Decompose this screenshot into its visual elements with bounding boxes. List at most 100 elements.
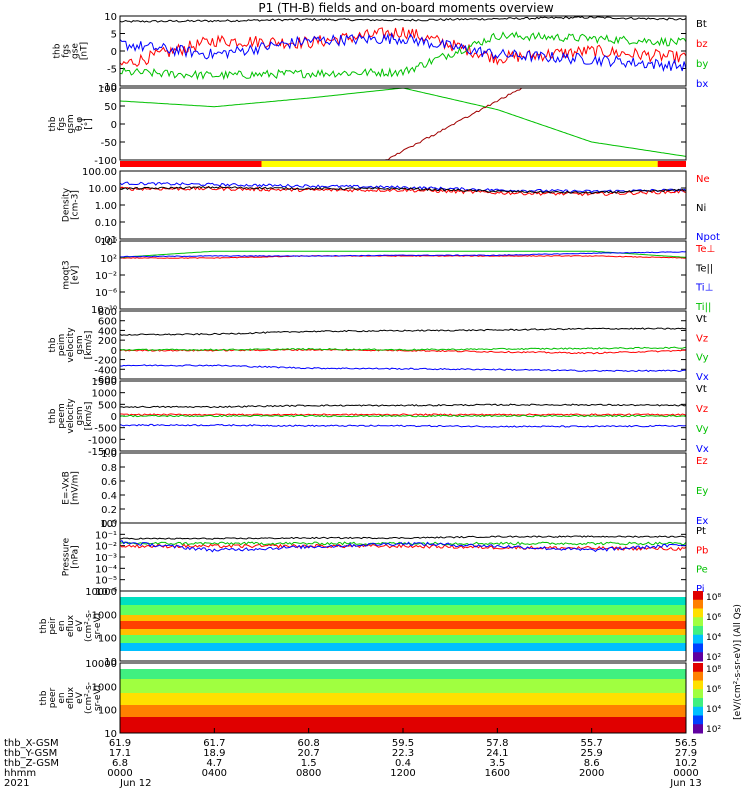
axis-row-value: 20.7 xyxy=(298,748,320,759)
status-bar-yellow xyxy=(261,161,658,167)
ytick-label: 100.00 xyxy=(82,167,117,178)
spectrogram-band xyxy=(120,635,686,643)
ytick-label: 10⁻⁶ xyxy=(95,587,117,598)
ytick-label: -5 xyxy=(107,65,117,76)
ylabel-line: gsm xyxy=(66,114,76,133)
axis-row-value: 1.5 xyxy=(301,758,317,769)
colorbar-tick-label: 10⁸ xyxy=(706,665,721,675)
legend-Pe: Pe xyxy=(696,565,708,576)
ylabel-pressure: Pressure [nPa] xyxy=(62,537,81,576)
ytick-label: -200 xyxy=(94,356,117,367)
colorbar-label: [eV/(cm²-s-sr-eV)] (All Qs) xyxy=(733,604,743,720)
ytick-label: 10⁻³ xyxy=(95,553,117,564)
ytick-label: 1.00 xyxy=(95,201,117,212)
ytick-label: 10² xyxy=(100,254,117,265)
axis-row-label: thb_Z-GSM xyxy=(4,758,59,769)
ytick-label: -100 xyxy=(94,156,117,167)
axis-row-value: 0000 xyxy=(107,768,132,779)
panel-temperature: moqt3 [eV] 10⁶ 10² 10⁻² 10⁻⁶ 10⁻¹⁰ Te⊥ Te|| Ti⊥ Ti… xyxy=(62,237,716,316)
series-peim-Vy xyxy=(119,346,687,351)
ytick-label: 0.01 xyxy=(95,235,117,246)
ytick-label: 10000 xyxy=(85,659,117,670)
series-peem-Vy xyxy=(119,414,687,418)
ytick-label: 10 xyxy=(104,729,117,740)
axis-row-value: 4.7 xyxy=(206,758,222,769)
panel-density: Density [cm-3]100.0010.001.000.100.01NeNi… xyxy=(62,167,720,246)
legend-Npot: Npot xyxy=(696,232,720,243)
ylabel-line: [°] xyxy=(84,118,94,130)
ytick-label: -500 xyxy=(94,424,117,435)
ylabel-fgs_gsm_theta: thb fgs gsm θ,φ [°] xyxy=(48,114,94,133)
ylabel-line: thb xyxy=(39,690,49,705)
legend-Vz: Vz xyxy=(696,333,708,344)
panel-peim_velocity: thb peim velocity gsm [km/s] 8006004002000-20… xyxy=(48,307,709,386)
panel-efield: E=-VxB [mV/m] 1.0 0.8 0.6 0.4 0.2 0.0 Ez Ey Ex xyxy=(62,449,709,530)
legend-Vx: Vx xyxy=(696,372,709,383)
ylabel-density: Density [cm-3] xyxy=(62,187,81,222)
axis-row-value: 59.5 xyxy=(392,738,414,749)
ylabel-line: (cm²-s- xyxy=(84,610,94,642)
panel-frame xyxy=(119,240,687,310)
ytick-label: -50 xyxy=(101,138,117,149)
axis-row-value: 1200 xyxy=(390,768,415,779)
ytick-label: 10.00 xyxy=(88,184,117,195)
legend-Pt: Pt xyxy=(696,526,706,537)
axis-row-value: 55.7 xyxy=(581,738,603,749)
legend-Pi: Pi xyxy=(696,584,705,595)
ylabel-line: thb xyxy=(48,408,58,423)
colorbar-segment xyxy=(693,634,703,644)
legend-Ti: Ti⊥ xyxy=(695,283,713,294)
legend-Ne: Ne xyxy=(696,174,710,185)
ylabel-line: sr-eV) xyxy=(93,685,103,711)
ylabel-line: E=-VxB xyxy=(62,471,72,505)
ytick-label: 0.4 xyxy=(101,491,117,502)
spectrogram-band xyxy=(120,679,686,693)
ytick-label: 1000 xyxy=(92,682,117,693)
series-phi xyxy=(385,87,523,161)
ylabel-peim_velocity: thb peim velocity gsm [km/s] xyxy=(48,327,94,363)
colorbar-segment xyxy=(693,706,703,716)
axis-row-value: 27.9 xyxy=(675,748,697,759)
ytick-label: 10 xyxy=(104,657,117,668)
ytick-label: -600 xyxy=(94,375,117,386)
colorbar-segment xyxy=(693,671,703,681)
ytick-label: 1000 xyxy=(92,389,117,400)
ylabel-line: en xyxy=(57,620,67,631)
ylabel-line: thb xyxy=(53,43,63,58)
axis-row-value: 56.5 xyxy=(675,738,697,749)
ytick-label: 0.10 xyxy=(95,218,117,229)
panel-fgs_gsm_theta: thb fgs gsm θ,φ [°] 100 50 0 -50 -100 xyxy=(48,84,686,167)
axis-row-value: 61.9 xyxy=(109,738,131,749)
ylabel-line: peer xyxy=(48,687,58,708)
panel-frame xyxy=(119,452,687,524)
axis-row-value: 57.8 xyxy=(486,738,508,749)
ytick-label: -400 xyxy=(94,365,117,376)
series-Pe xyxy=(119,541,687,546)
ytick-label: 100 xyxy=(98,706,117,717)
panel-frame xyxy=(119,522,687,592)
colorbar-tick-label: 10⁴ xyxy=(706,705,721,715)
ytick-label: 10⁻⁴ xyxy=(95,564,117,575)
ylabel-line: sr-eV) xyxy=(93,613,103,639)
ytick-label: 5 xyxy=(111,30,117,41)
legend-Vt: Vt xyxy=(696,384,707,395)
legend-Vy: Vy xyxy=(696,424,709,435)
ytick-label: 10⁶ xyxy=(100,237,117,248)
panel-peem_velocity: thb peem velocity gsm [km/s] 150010005000-500… xyxy=(48,377,709,458)
colorbar-segment xyxy=(693,643,703,653)
series-by xyxy=(119,31,687,81)
legend-Pb: Pb xyxy=(696,545,708,556)
series-Pb xyxy=(119,543,687,552)
axis-row-value: 22.3 xyxy=(392,748,414,759)
ytick-label: 1500 xyxy=(92,377,117,388)
colorbar-segment xyxy=(693,663,703,673)
panel-peer_spec: thb peer en eflux eV (cm²-s-sr-eV) 10000 1000 10… xyxy=(39,659,686,740)
colorbar-segment xyxy=(693,626,703,636)
spectrogram-band xyxy=(120,597,686,605)
panel-pressure: Pressure [nPa] 10⁰10⁻¹10⁻²10⁻³10⁻⁴10⁻⁵10⁻⁶… xyxy=(62,519,709,598)
axis-row-value: 6.8 xyxy=(112,758,128,769)
ylabel-line: (cm²-s- xyxy=(84,682,94,714)
ylabel-line: Density xyxy=(62,187,72,222)
colorbar-tick-label: 10² xyxy=(706,653,721,663)
